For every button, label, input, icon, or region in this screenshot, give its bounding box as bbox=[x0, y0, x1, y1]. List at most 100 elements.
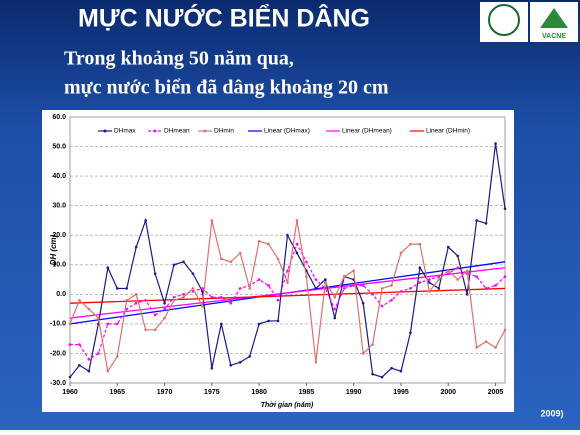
data-point bbox=[257, 322, 261, 326]
data-point bbox=[125, 298, 129, 302]
y-tick-label: 10.0 bbox=[52, 262, 66, 269]
data-point bbox=[484, 287, 488, 290]
data-point bbox=[106, 322, 110, 326]
data-point bbox=[201, 290, 204, 293]
data-point bbox=[125, 287, 129, 290]
data-point bbox=[220, 257, 223, 261]
data-point bbox=[428, 290, 431, 293]
data-point bbox=[87, 358, 91, 361]
data-point bbox=[371, 343, 374, 346]
data-point bbox=[68, 343, 72, 346]
data-point bbox=[78, 298, 81, 302]
x-tick-label: 1980 bbox=[251, 389, 267, 396]
data-point bbox=[134, 301, 138, 305]
data-point bbox=[97, 352, 100, 355]
data-point bbox=[475, 346, 478, 349]
data-point bbox=[201, 304, 204, 308]
data-point bbox=[106, 266, 110, 270]
logo-emblem bbox=[540, 8, 568, 28]
data-point bbox=[125, 307, 129, 311]
data-point bbox=[163, 301, 166, 305]
data-point bbox=[342, 287, 346, 290]
data-point bbox=[257, 278, 261, 281]
data-point bbox=[276, 298, 280, 302]
data-point bbox=[115, 322, 119, 326]
data-point bbox=[446, 272, 450, 275]
data-point bbox=[484, 222, 488, 225]
data-point bbox=[295, 251, 299, 255]
x-tick-label: 1995 bbox=[393, 389, 409, 396]
data-point bbox=[229, 363, 233, 367]
data-point bbox=[229, 301, 233, 305]
data-point bbox=[418, 281, 422, 284]
data-point bbox=[494, 142, 497, 145]
data-point bbox=[314, 287, 318, 290]
subtitle: mực nước biển đã dâng khoảng 20 cm bbox=[64, 77, 389, 99]
data-point bbox=[437, 275, 441, 278]
data-point bbox=[172, 295, 176, 299]
y-tick-label: -30.0 bbox=[50, 380, 66, 387]
data-point bbox=[465, 269, 469, 272]
data-point bbox=[324, 278, 327, 281]
data-point bbox=[361, 301, 365, 305]
data-point bbox=[172, 298, 176, 302]
data-point bbox=[210, 366, 214, 370]
data-point bbox=[446, 269, 450, 272]
data-point bbox=[361, 284, 365, 287]
data-point bbox=[248, 355, 251, 358]
data-point bbox=[399, 290, 403, 293]
data-point bbox=[305, 275, 308, 278]
chart-area bbox=[42, 110, 514, 412]
data-point bbox=[106, 369, 110, 373]
x-tick-label: 1970 bbox=[157, 389, 173, 396]
data-point bbox=[446, 245, 450, 249]
data-point bbox=[305, 260, 308, 264]
data-point bbox=[380, 375, 384, 379]
y-tick-label: 50.0 bbox=[52, 143, 66, 150]
data-point bbox=[163, 316, 166, 320]
x-tick-label: 1990 bbox=[346, 389, 362, 396]
data-point bbox=[324, 281, 327, 284]
legend-label: Linear (DHmax) bbox=[264, 128, 310, 135]
legend-dot bbox=[103, 129, 107, 133]
data-point bbox=[475, 219, 478, 222]
y-tick-label: -20.0 bbox=[50, 350, 66, 357]
data-point bbox=[87, 369, 91, 373]
data-point bbox=[390, 298, 393, 302]
data-point bbox=[191, 287, 195, 290]
data-point bbox=[333, 316, 337, 320]
data-point bbox=[409, 331, 412, 335]
data-point bbox=[134, 245, 138, 249]
plot: -30.0 -20.0 -10.0 0.0 10.0 20.0 30.0 40.0 50.0 60… bbox=[50, 114, 507, 396]
data-point bbox=[78, 343, 81, 346]
data-point bbox=[87, 307, 91, 311]
data-point bbox=[437, 278, 441, 281]
data-point bbox=[115, 287, 119, 290]
legend-label: DHmean bbox=[164, 128, 190, 135]
data-point bbox=[68, 375, 72, 379]
data-point bbox=[257, 239, 261, 243]
data-point bbox=[286, 233, 289, 237]
data-point bbox=[276, 257, 280, 261]
data-point bbox=[475, 275, 478, 278]
data-point bbox=[437, 287, 441, 290]
data-point bbox=[409, 242, 412, 246]
x-tick-label: 1985 bbox=[299, 389, 315, 396]
data-point bbox=[144, 298, 147, 302]
x-tick-label: 2005 bbox=[488, 389, 504, 396]
logo-emblem bbox=[488, 4, 520, 36]
x-tick-label: 1960 bbox=[62, 389, 78, 396]
data-point bbox=[494, 284, 497, 287]
data-point bbox=[399, 369, 403, 373]
data-point bbox=[267, 242, 270, 246]
data-point bbox=[238, 287, 242, 290]
legend-label: DHmax bbox=[114, 128, 136, 135]
data-point bbox=[182, 260, 185, 264]
trend-line bbox=[69, 287, 506, 304]
subtitle: Trong khoảng 50 năm qua, bbox=[64, 48, 294, 70]
data-point bbox=[210, 295, 214, 299]
data-point bbox=[238, 251, 242, 255]
x-tick-label: 1975 bbox=[204, 389, 220, 396]
data-point bbox=[153, 272, 157, 275]
